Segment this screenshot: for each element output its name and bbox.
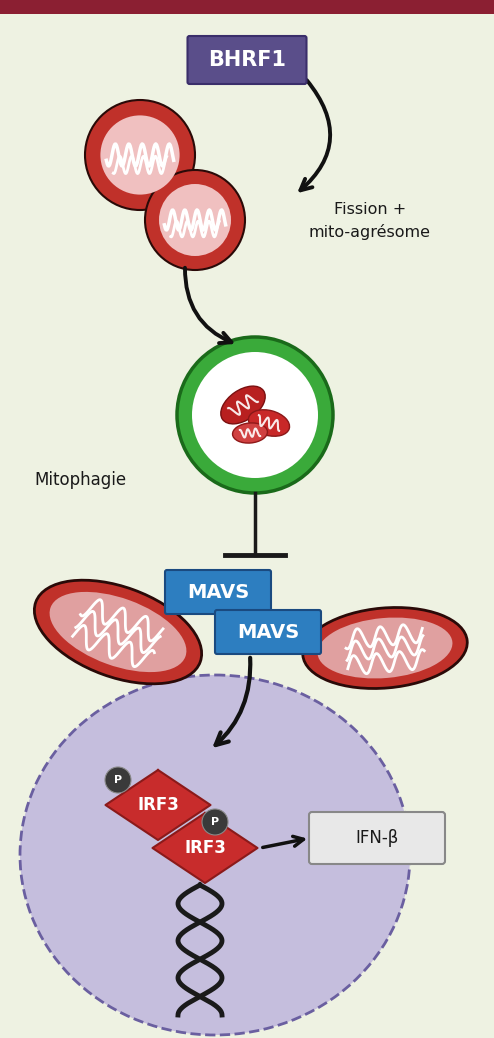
Text: BHRF1: BHRF1 — [208, 50, 286, 70]
Circle shape — [202, 809, 228, 835]
Text: P: P — [211, 817, 219, 827]
Text: mito-agrésome: mito-agrésome — [309, 224, 431, 240]
Ellipse shape — [35, 580, 202, 684]
Ellipse shape — [233, 422, 267, 443]
Ellipse shape — [248, 410, 289, 436]
Text: Mitophagie: Mitophagie — [34, 471, 126, 489]
FancyBboxPatch shape — [188, 36, 306, 84]
Circle shape — [192, 352, 318, 479]
Circle shape — [177, 337, 333, 493]
Circle shape — [159, 184, 231, 256]
Polygon shape — [106, 770, 210, 840]
Text: Fission +: Fission + — [334, 202, 406, 218]
Polygon shape — [153, 813, 257, 883]
Text: IRF3: IRF3 — [137, 796, 179, 814]
Bar — [0, 0, 494, 13]
Circle shape — [105, 767, 131, 793]
Circle shape — [100, 115, 180, 194]
Text: IFN-β: IFN-β — [355, 829, 399, 847]
Ellipse shape — [49, 592, 186, 672]
Ellipse shape — [221, 386, 265, 424]
FancyBboxPatch shape — [215, 610, 321, 654]
Ellipse shape — [303, 607, 467, 688]
FancyBboxPatch shape — [309, 812, 445, 864]
Circle shape — [85, 100, 195, 210]
Ellipse shape — [20, 675, 410, 1035]
Circle shape — [145, 170, 245, 270]
Text: MAVS: MAVS — [237, 623, 299, 641]
Ellipse shape — [318, 618, 453, 679]
Text: IRF3: IRF3 — [184, 839, 226, 857]
Text: P: P — [114, 775, 122, 785]
Text: MAVS: MAVS — [187, 582, 249, 601]
FancyBboxPatch shape — [165, 570, 271, 614]
